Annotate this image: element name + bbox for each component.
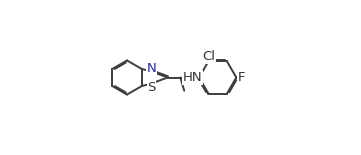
Text: N: N xyxy=(147,62,156,75)
Text: HN: HN xyxy=(183,71,203,84)
Text: Cl: Cl xyxy=(203,50,216,63)
Text: S: S xyxy=(147,81,156,94)
Text: F: F xyxy=(238,71,245,84)
